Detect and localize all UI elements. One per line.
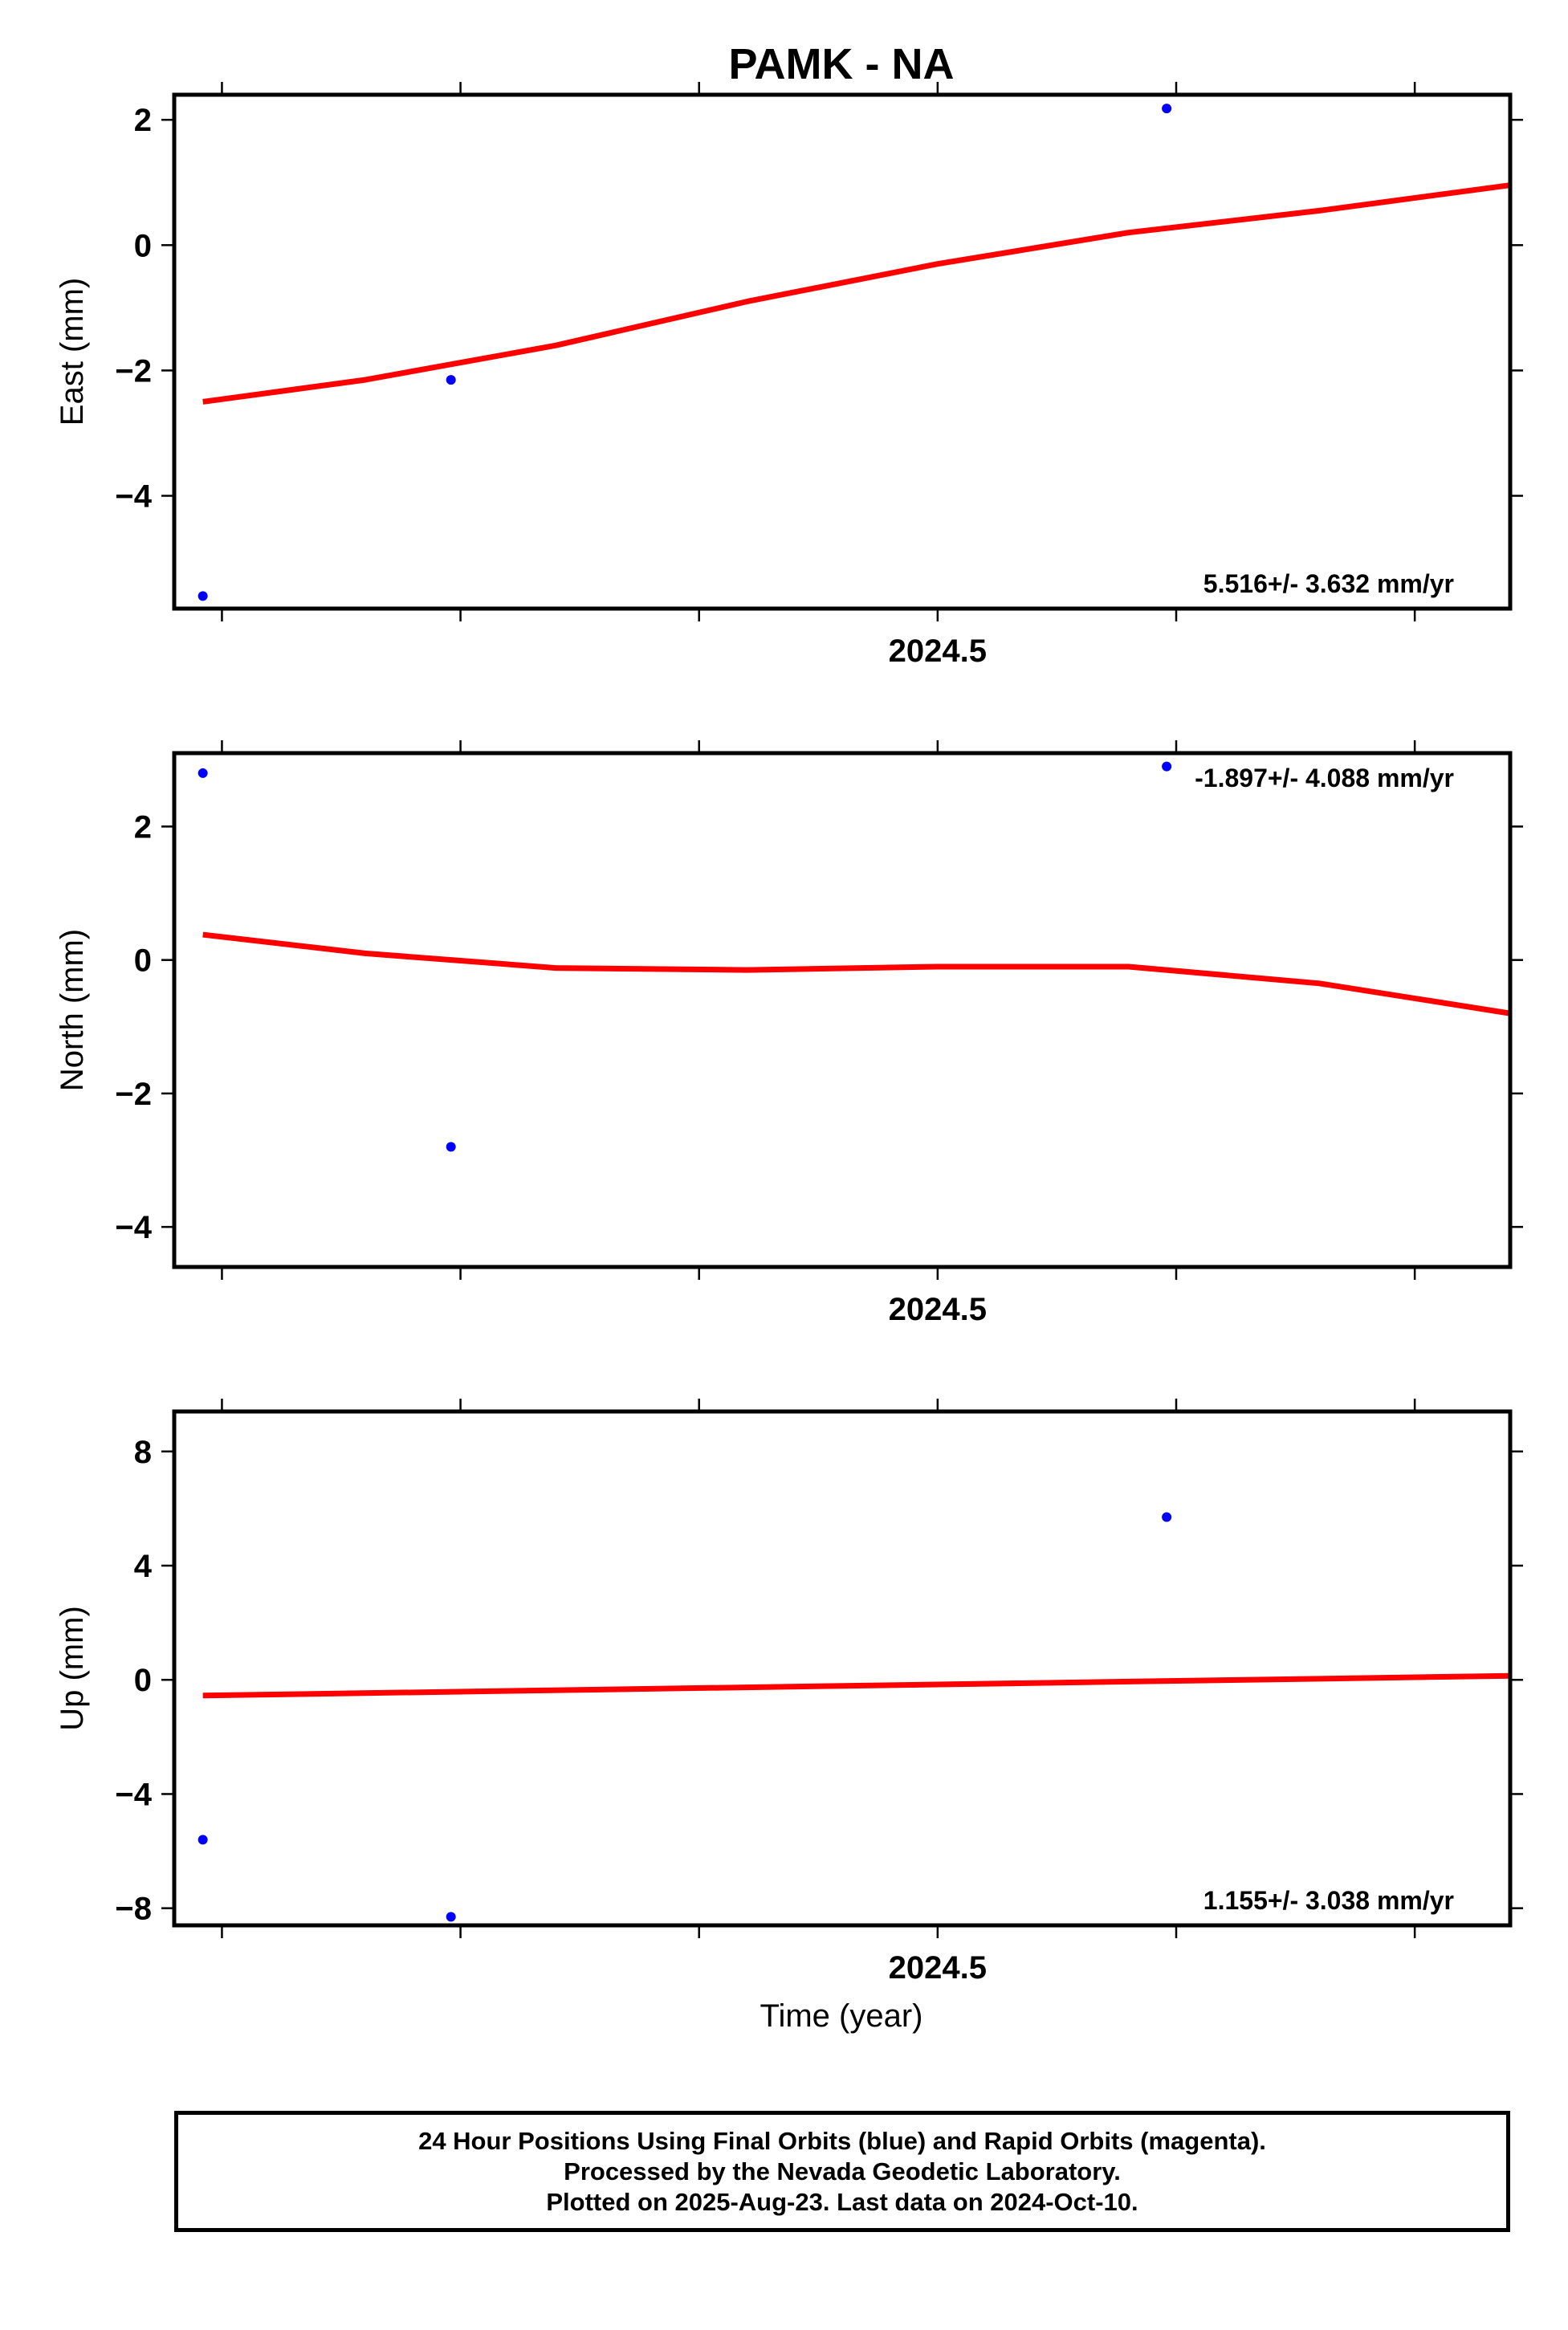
- east-y-tick-label: 2: [134, 103, 152, 138]
- north-data-point: [446, 1142, 456, 1152]
- up-data-point: [198, 1835, 208, 1845]
- north-y-tick-label: −4: [115, 1210, 152, 1245]
- north-x-tick-label: 2024.5: [889, 1292, 987, 1327]
- panel-up: 2024.5 8 4 0 −4 −8 Up (mm) 1.155+/- 3.038 mm/yr: [55, 1399, 1523, 1986]
- up-y-tick-label: −4: [115, 1777, 152, 1812]
- up-y-tick-label: 8: [134, 1435, 152, 1470]
- east-y-axis-label: East (mm): [55, 278, 90, 426]
- up-data-point: [1162, 1512, 1172, 1522]
- east-velocity-label: 5.516+/- 3.632 mm/yr: [1203, 569, 1454, 598]
- up-y-tick-label: 0: [134, 1663, 152, 1698]
- north-trend-line: [202, 931, 1510, 1016]
- east-y-tick-label: −4: [115, 479, 152, 515]
- up-data-point: [446, 1912, 456, 1922]
- north-y-axis-label: North (mm): [55, 929, 90, 1091]
- east-frame: [172, 92, 1513, 611]
- up-y-tick-label: 4: [134, 1549, 153, 1584]
- footer-box: 24 Hour Positions Using Final Orbits (bl…: [174, 2111, 1510, 2232]
- up-y-axis-label: Up (mm): [55, 1606, 90, 1731]
- footer-line-2: Processed by the Nevada Geodetic Laborat…: [564, 2157, 1121, 2185]
- footer-line-1: 24 Hour Positions Using Final Orbits (bl…: [418, 2126, 1266, 2155]
- north-y-tick-label: 0: [134, 943, 152, 979]
- north-frame: [172, 751, 1513, 1269]
- east-x-tick-label: 2024.5: [889, 633, 987, 669]
- north-y-tick-label: 2: [134, 809, 152, 845]
- north-data-point: [198, 768, 208, 778]
- panel-north: 2024.5 2 0 −2 −4 North (mm) -1.897+/- 4.088 mm…: [55, 740, 1523, 1327]
- up-velocity-label: 1.155+/- 3.038 mm/yr: [1203, 1886, 1454, 1915]
- east-data-point: [446, 375, 456, 385]
- footer-line-3: Plotted on 2025-Aug-23. Last data on 202…: [546, 2187, 1138, 2216]
- north-y-tick-label: −2: [115, 1077, 152, 1112]
- east-y-tick-label: −2: [115, 353, 152, 389]
- chart-title: PAMK - NA: [729, 40, 955, 88]
- up-x-tick-label: 2024.5: [889, 1950, 987, 1986]
- east-data-point: [1162, 104, 1172, 114]
- north-data-point: [1162, 761, 1172, 772]
- north-velocity-label: -1.897+/- 4.088 mm/yr: [1195, 764, 1454, 792]
- x-axis-label: Time (year): [760, 1998, 923, 2034]
- east-data-point: [198, 591, 208, 601]
- east-trend-line: [202, 182, 1510, 405]
- east-y-tick-label: 0: [134, 228, 152, 263]
- panel-east: 2024.5 2 0 −2 −4 East (mm) 5.516+/- 3.632 mm/y…: [55, 82, 1523, 669]
- up-frame: [172, 1409, 1513, 1928]
- up-y-tick-label: −8: [115, 1892, 152, 1927]
- up-trend-line: [202, 1672, 1510, 1699]
